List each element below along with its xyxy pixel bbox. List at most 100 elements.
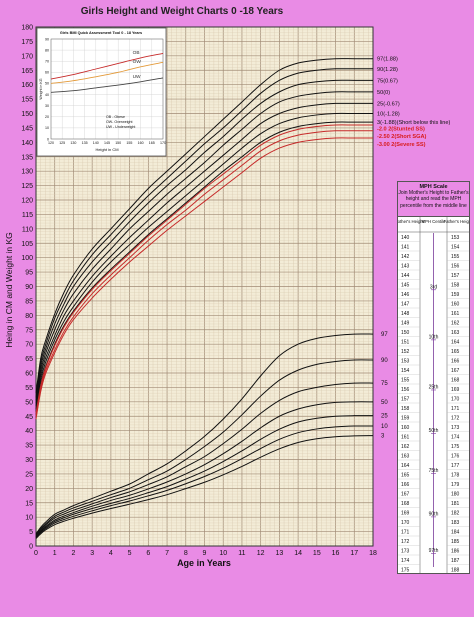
mph-father-height: 159 bbox=[451, 292, 460, 298]
mph-centile-label: 10th bbox=[429, 334, 439, 340]
y-tick-label: 115 bbox=[22, 212, 33, 219]
mph-father-height: 156 bbox=[451, 264, 460, 270]
mph-centile-label: 97th bbox=[429, 548, 439, 554]
mph-mother-height: 143 bbox=[401, 264, 410, 270]
mph-mother-height: 154 bbox=[401, 368, 410, 374]
mph-mother-height: 152 bbox=[401, 349, 410, 355]
mph-father-height: 157 bbox=[451, 273, 460, 279]
mph-father-height: 160 bbox=[451, 302, 460, 308]
weight-series-label: 50 bbox=[381, 400, 388, 406]
y-tick-label: 35 bbox=[25, 443, 33, 450]
mph-father-height: 167 bbox=[451, 368, 460, 374]
bmi-y-tick: 10 bbox=[45, 126, 49, 130]
mph-mother-height: 151 bbox=[401, 340, 410, 346]
x-tick-label: 3 bbox=[90, 550, 94, 557]
bmi-x-tick: 170 bbox=[160, 141, 166, 145]
mph-mother-height: 166 bbox=[401, 482, 410, 488]
mph-mother-height: 145 bbox=[401, 283, 410, 289]
mph-father-height: 164 bbox=[451, 340, 460, 346]
mph-mother-height: 161 bbox=[401, 435, 410, 441]
mph-father-height: 186 bbox=[451, 549, 460, 555]
y-tick-label: 85 bbox=[25, 298, 33, 305]
mph-father-height: 182 bbox=[451, 511, 460, 517]
mph-mother-height: 175 bbox=[401, 568, 410, 574]
bmi-y-tick: 70 bbox=[45, 60, 49, 64]
y-tick-label: 0 bbox=[29, 544, 33, 551]
mph-mother-height: 169 bbox=[401, 511, 410, 517]
height-series-line bbox=[35, 58, 373, 394]
mph-col-mother: Mother's Height bbox=[398, 219, 425, 224]
bmi-y-title: Weight in KG bbox=[39, 78, 43, 99]
height-series-label: -2.50 2(Short SGA) bbox=[377, 134, 427, 140]
mph-header: MPH Scale Join Mother's Height to Father… bbox=[398, 182, 469, 217]
bmi-x-tick: 140 bbox=[93, 141, 99, 145]
mph-father-height: 155 bbox=[451, 254, 460, 260]
x-axis-title: Age in Years bbox=[177, 558, 231, 568]
bmi-y-tick: 30 bbox=[45, 104, 49, 108]
y-tick-label: 130 bbox=[21, 169, 33, 176]
height-series-label: 90(1.28) bbox=[377, 67, 398, 73]
mph-centile-label: 90th bbox=[429, 511, 439, 517]
mph-mother-height: 165 bbox=[401, 473, 410, 479]
mph-mother-height: 149 bbox=[401, 321, 410, 327]
y-tick-label: 170 bbox=[21, 53, 33, 60]
x-tick-label: 14 bbox=[294, 550, 302, 557]
mph-mother-height: 170 bbox=[401, 520, 410, 526]
y-tick-label: 125 bbox=[21, 183, 33, 190]
mph-mother-height: 163 bbox=[401, 454, 410, 460]
y-tick-label: 150 bbox=[21, 111, 33, 118]
mph-scale-panel: MPH Scale Join Mother's Height to Father… bbox=[397, 181, 470, 574]
bmi-x-tick: 120 bbox=[48, 141, 54, 145]
x-tick-label: 17 bbox=[350, 550, 358, 557]
mph-father-height: 169 bbox=[451, 387, 460, 393]
bmi-legend-item: OW- Overweight bbox=[106, 120, 133, 124]
mph-mother-height: 147 bbox=[401, 302, 410, 308]
mph-title: MPH Scale bbox=[419, 184, 448, 190]
x-tick-label: 13 bbox=[275, 550, 283, 557]
mph-mother-height: 144 bbox=[401, 273, 410, 279]
y-tick-label: 55 bbox=[25, 385, 33, 392]
bmi-y-tick: 80 bbox=[45, 48, 49, 52]
height-series-line bbox=[35, 137, 373, 420]
bmi-y-tick: 40 bbox=[45, 93, 49, 97]
mph-mother-height: 160 bbox=[401, 425, 410, 431]
x-tick-label: 0 bbox=[34, 550, 38, 557]
mph-mother-height: 157 bbox=[401, 397, 410, 403]
bmi-inset-title: Girls BMI Quick Assessment Tool 0 - 18 Y… bbox=[60, 31, 142, 35]
y-tick-label: 80 bbox=[25, 313, 33, 320]
y-tick-label: 105 bbox=[21, 241, 33, 248]
weight-series-line bbox=[35, 415, 374, 538]
x-tick-label: 1 bbox=[53, 550, 57, 557]
mph-mother-height: 173 bbox=[401, 549, 410, 555]
x-tick-label: 18 bbox=[369, 550, 377, 557]
mph-centile-label: 3rd bbox=[430, 284, 437, 290]
mph-mother-height: 141 bbox=[401, 245, 410, 251]
y-tick-label: 165 bbox=[21, 68, 33, 75]
y-tick-label: 30 bbox=[25, 457, 33, 464]
weight-series-label: 97 bbox=[381, 332, 388, 338]
mph-mother-height: 168 bbox=[401, 501, 410, 507]
bmi-series-label: OW bbox=[133, 59, 142, 65]
height-series-line bbox=[35, 124, 373, 414]
bmi-y-tick: 20 bbox=[45, 115, 49, 119]
mph-mother-height: 140 bbox=[401, 235, 410, 241]
mph-col-centile: MPH Centile bbox=[421, 219, 446, 224]
y-tick-label: 95 bbox=[25, 270, 33, 277]
mph-father-height: 181 bbox=[451, 501, 460, 507]
bmi-y-tick: 0 bbox=[47, 137, 49, 141]
bmi-series-line bbox=[50, 77, 164, 93]
mph-centile-label: 50th bbox=[429, 428, 439, 434]
weight-series-line bbox=[35, 401, 374, 537]
bmi-series-label: OB bbox=[133, 50, 140, 56]
y-tick-label: 140 bbox=[21, 140, 33, 147]
mph-father-height: 178 bbox=[451, 473, 460, 479]
bmi-x-title: Height in CM bbox=[95, 147, 118, 152]
mph-father-height: 179 bbox=[451, 482, 460, 488]
bmi-x-tick: 135 bbox=[82, 141, 88, 145]
y-tick-label: 5 bbox=[29, 529, 33, 536]
mph-mother-height: 150 bbox=[401, 330, 410, 336]
bmi-x-tick: 145 bbox=[104, 141, 110, 145]
height-series-label: 75(0.67) bbox=[377, 78, 398, 84]
x-tick-label: 15 bbox=[313, 550, 321, 557]
